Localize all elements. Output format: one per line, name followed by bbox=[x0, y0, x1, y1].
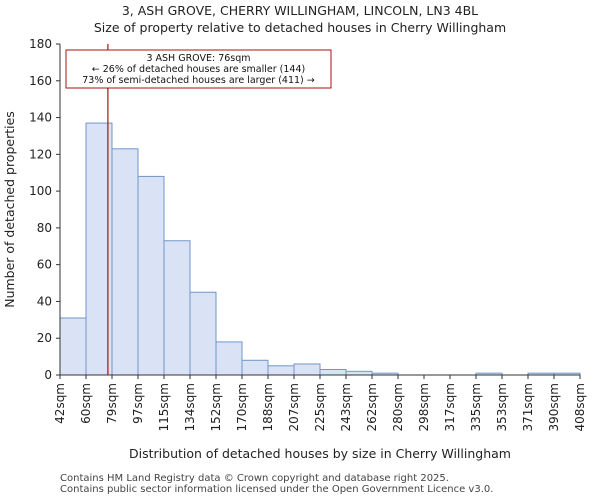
y-tick-label: 20 bbox=[37, 331, 52, 345]
annotation-line-2: ← 26% of detached houses are smaller (14… bbox=[92, 64, 305, 75]
y-tick-label: 160 bbox=[29, 74, 52, 88]
x-tick-label: 60sqm bbox=[79, 383, 93, 424]
y-tick-label: 180 bbox=[29, 37, 52, 51]
bar bbox=[345, 370, 373, 376]
x-tick-label: 353sqm bbox=[495, 383, 509, 431]
bar bbox=[163, 240, 191, 376]
x-axis-title: Distribution of detached houses by size … bbox=[129, 446, 511, 461]
chart-title: 3, ASH GROVE, CHERRY WILLINGHAM, LINCOLN… bbox=[121, 3, 479, 18]
annotation-line-3: 73% of semi-detached houses are larger (… bbox=[82, 75, 315, 86]
x-tick-label: 170sqm bbox=[235, 383, 249, 431]
x-tick-label: 207sqm bbox=[287, 383, 301, 431]
footer-licence: Contains public sector information licen… bbox=[60, 484, 494, 495]
bar bbox=[111, 148, 139, 376]
y-tick-label: 60 bbox=[37, 258, 52, 272]
y-tick-label: 100 bbox=[29, 184, 52, 198]
footer-copyright: Contains HM Land Registry data © Crown c… bbox=[60, 473, 449, 484]
x-tick-label: 152sqm bbox=[209, 383, 223, 431]
chart-subtitle: Size of property relative to detached ho… bbox=[93, 20, 507, 35]
histogram-chart: 0 20 40 60 80 100 120 140 160 180 42sqm 60sqm 79sqm 9… bbox=[2, 37, 587, 461]
y-tick-label: 40 bbox=[37, 294, 52, 308]
x-tick-label: 42sqm bbox=[53, 383, 67, 424]
bar bbox=[241, 359, 269, 376]
y-axis-title: Number of detached properties bbox=[2, 111, 17, 308]
y-tick-label: 80 bbox=[37, 221, 52, 235]
x-tick-label: 317sqm bbox=[443, 383, 457, 431]
bar bbox=[293, 363, 321, 376]
x-tick-label: 134sqm bbox=[183, 383, 197, 431]
x-tick-label: 243sqm bbox=[339, 383, 353, 431]
x-tick-label: 298sqm bbox=[417, 383, 431, 431]
x-tick-label: 225sqm bbox=[313, 383, 327, 431]
bar bbox=[59, 317, 87, 376]
y-tick-label: 120 bbox=[29, 147, 52, 161]
annotation-line-1: 3 ASH GROVE: 76sqm bbox=[146, 53, 250, 64]
x-tick-label: 188sqm bbox=[261, 383, 275, 431]
bar bbox=[319, 368, 347, 376]
y-tick-label: 0 bbox=[44, 368, 52, 382]
x-tick-label: 335sqm bbox=[469, 383, 483, 431]
bar bbox=[215, 341, 243, 376]
x-tick-label: 79sqm bbox=[105, 383, 119, 424]
bar bbox=[137, 175, 165, 376]
x-tick-label: 280sqm bbox=[391, 383, 405, 431]
annotation-box bbox=[65, 49, 332, 89]
y-tick-label: 140 bbox=[29, 111, 52, 125]
x-tick-label: 262sqm bbox=[365, 383, 379, 431]
x-tick-label: 371sqm bbox=[521, 383, 535, 431]
x-tick-label: 408sqm bbox=[573, 383, 587, 431]
x-tick-label: 390sqm bbox=[547, 383, 561, 431]
x-tick-label: 115sqm bbox=[157, 383, 171, 431]
bar bbox=[189, 291, 217, 376]
bar bbox=[267, 365, 295, 376]
x-tick-label: 97sqm bbox=[131, 383, 145, 424]
